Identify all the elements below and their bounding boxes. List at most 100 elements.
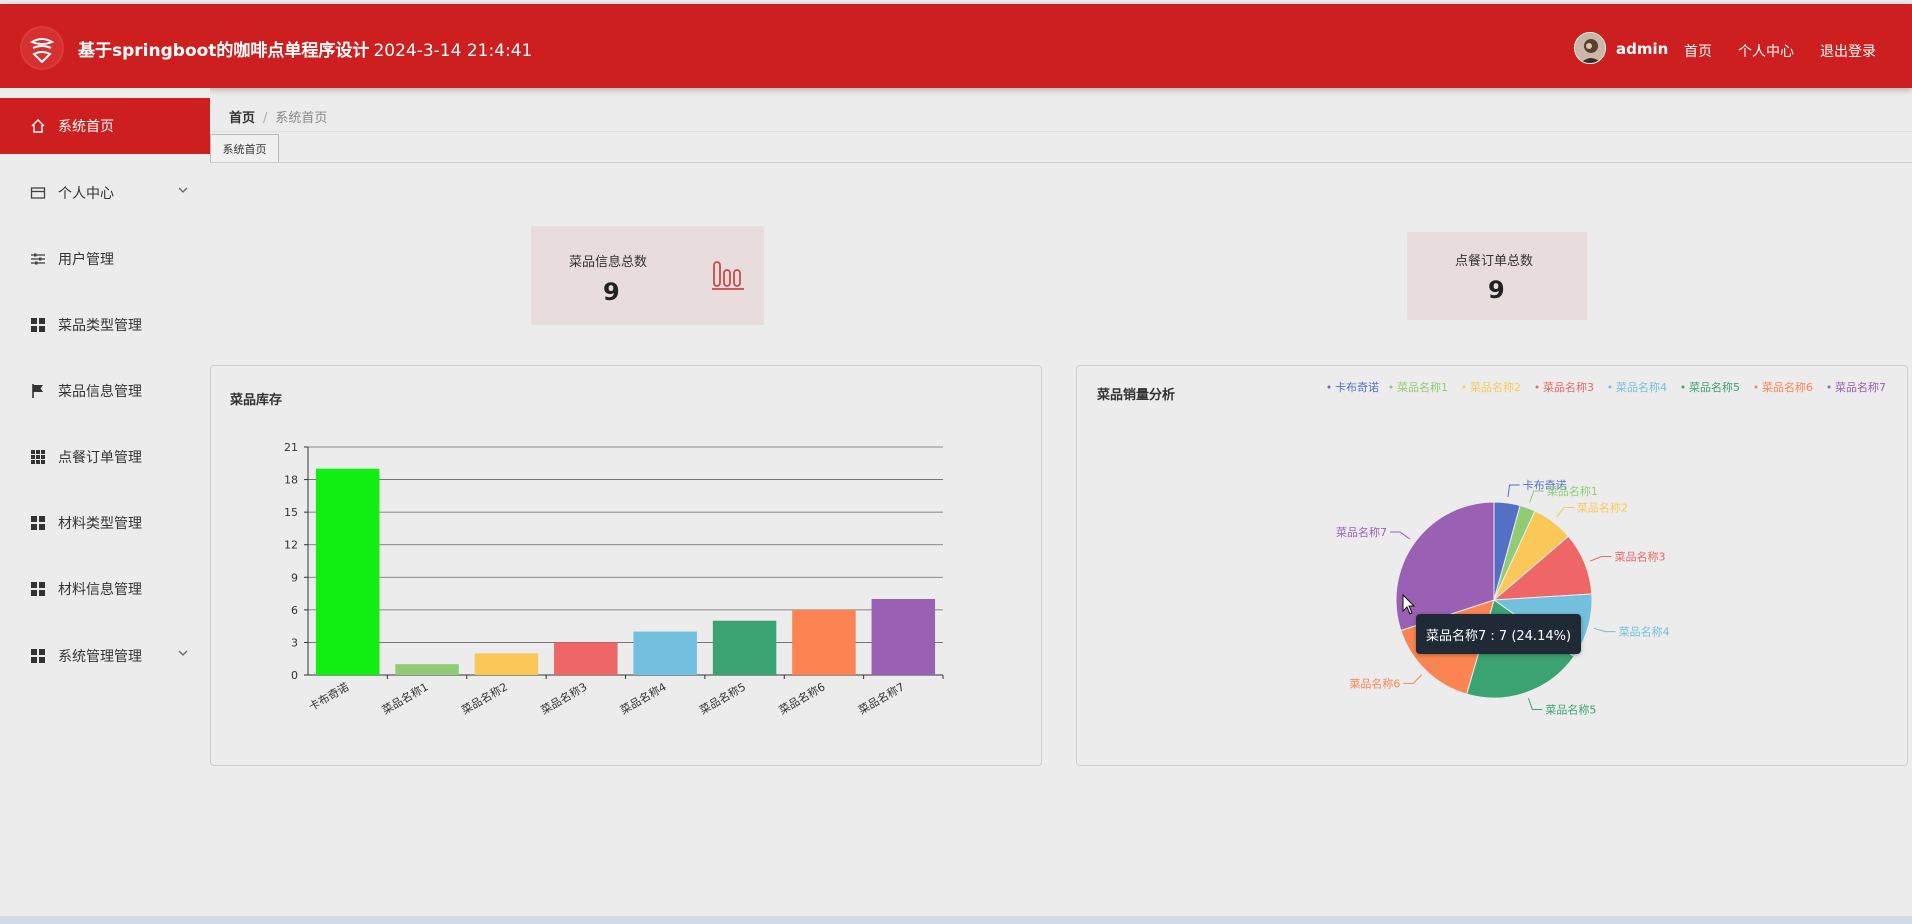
chart-title: 菜品销量分析 [1097, 388, 1176, 403]
home-icon [31, 119, 45, 133]
stat-value: 9 [603, 278, 620, 306]
x-tick-label: 菜品名称7 [856, 679, 907, 717]
slice-label: 菜品名称1 [1547, 484, 1598, 498]
bar[interactable] [315, 468, 380, 675]
sidebar-item-label: 个人中心 [58, 186, 114, 202]
sidebar-item-material-info[interactable]: 材料信息管理 [0, 561, 210, 617]
app-logo [20, 26, 64, 70]
slice-label: 菜品名称5 [1545, 702, 1596, 716]
stat-card-orders: 点餐订单总数 9 [1407, 232, 1587, 320]
legend-entry[interactable]: 菜品名称2 [1470, 380, 1521, 394]
sidebar-item-label: 系统首页 [58, 119, 114, 135]
sidebar-item-users[interactable]: 用户管理 [0, 231, 210, 287]
sidebar-item-profile[interactable]: 个人中心 [0, 165, 210, 221]
status-bar [0, 916, 1912, 924]
legend-entry[interactable]: 菜品名称6 [1762, 380, 1813, 394]
legend-entry[interactable]: 菜品名称5 [1689, 380, 1740, 394]
breadcrumb-separator: / [263, 111, 268, 126]
legend-dot [1827, 385, 1831, 389]
sidebar-item-dashboard[interactable]: 系统首页 [0, 98, 210, 154]
pie-slice[interactable] [1395, 501, 1495, 632]
bar[interactable] [554, 642, 618, 675]
y-tick-label: 18 [284, 474, 298, 487]
sidebar-item-label: 材料信息管理 [58, 582, 142, 598]
label-line [1529, 490, 1544, 503]
grid-icon [31, 318, 45, 332]
y-tick-label: 15 [284, 506, 298, 519]
slice-label: 菜品名称4 [1619, 625, 1670, 639]
stat-label: 菜品信息总数 [569, 255, 648, 270]
chart-tooltip: 菜品名称7 : 7 (24.14%) [1416, 614, 1582, 654]
label-line [1403, 674, 1423, 684]
bar[interactable] [712, 620, 777, 675]
nav-link-home[interactable]: 首页 [1684, 44, 1712, 60]
sidebar-item-system[interactable]: 系统管理管理 [0, 628, 210, 684]
sidebar-item-dish-types[interactable]: 菜品类型管理 [0, 297, 210, 353]
card-icon [30, 187, 46, 199]
label-line [1556, 506, 1574, 518]
chart-title: 菜品库存 [230, 393, 283, 408]
avatar[interactable] [1574, 32, 1606, 64]
sidebar-item-material-types[interactable]: 材料类型管理 [0, 495, 210, 551]
hand-cursor-icon [1402, 593, 1416, 615]
sidebar-item-orders[interactable]: 点餐订单管理 [0, 429, 210, 485]
flag-icon [32, 384, 43, 398]
legend-dot [1754, 385, 1758, 389]
user-avatar-icon [1575, 33, 1605, 63]
bar[interactable] [474, 653, 539, 675]
nav-link-profile[interactable]: 个人中心 [1738, 44, 1794, 60]
bar[interactable] [633, 631, 697, 675]
sidebar-item-label: 系统管理管理 [58, 649, 142, 665]
sidebar-item-label: 菜品类型管理 [58, 318, 142, 334]
label-line [1590, 556, 1612, 562]
panel-inventory: 菜品库存 0 3 6 9 12 15 18 21 卡布奇诺 菜品名称1 菜品名称2 菜品名称3 菜品名称… [210, 365, 1042, 766]
slice-label: 菜品名称3 [1615, 550, 1666, 564]
legend-entry[interactable]: 菜品名称7 [1835, 380, 1886, 394]
legend-entry[interactable]: 卡布奇诺 [1335, 381, 1379, 394]
app-title-text: 基于springboot的咖啡点单程序设计 [78, 41, 370, 61]
breadcrumb-home[interactable]: 首页 [229, 111, 256, 126]
label-line [1527, 697, 1543, 710]
y-tick-label: 21 [284, 441, 298, 454]
x-tick-label: 菜品名称1 [379, 679, 430, 717]
x-tick-label: 菜品名称2 [459, 679, 510, 717]
grid-icon [31, 649, 45, 663]
legend-dot [1327, 385, 1331, 389]
stat-label: 点餐订单总数 [1455, 254, 1534, 269]
sliders-icon [31, 253, 45, 265]
y-tick-label: 0 [291, 669, 298, 682]
panel-sales: 菜品销量分析 卡布奇诺 菜品名称1 菜品名称2 菜品名称3 菜品名称4 菜品名称5 菜品名称… [1076, 365, 1908, 766]
divider [210, 131, 1912, 132]
nav-link-logout[interactable]: 退出登录 [1820, 44, 1876, 60]
slice-label: 卡布奇诺 [1523, 479, 1567, 492]
x-tick-label: 菜品名称3 [538, 679, 589, 717]
sidebar-item-dish-info[interactable]: 菜品信息管理 [0, 363, 210, 419]
bar[interactable] [395, 664, 459, 675]
coffee-logo-icon [22, 28, 62, 68]
header-datetime: 2024-3-14 21:4:41 [373, 41, 533, 61]
legend-dot [1535, 385, 1539, 389]
bar-chart-icon [712, 261, 744, 290]
chevron-down-icon [178, 187, 188, 193]
slice-label: 菜品名称6 [1349, 676, 1400, 690]
grid-icon [31, 582, 45, 596]
x-tick-label: 菜品名称5 [697, 679, 748, 717]
tab-bar-divider [210, 162, 1912, 163]
legend-dot [1462, 385, 1466, 389]
legend-entry[interactable]: 菜品名称4 [1616, 380, 1667, 394]
legend-entry[interactable]: 菜品名称1 [1397, 380, 1448, 394]
bar[interactable] [792, 609, 856, 675]
sidebar-item-label: 菜品信息管理 [58, 384, 142, 400]
legend-entry[interactable]: 菜品名称3 [1543, 380, 1594, 394]
legend-dot [1681, 385, 1685, 389]
stat-value: 9 [1488, 276, 1505, 304]
slice-label: 菜品名称7 [1336, 525, 1387, 539]
top-header: 基于springboot的咖啡点单程序设计 2024-3-14 21:4:41 a… [0, 4, 1912, 88]
y-tick-label: 12 [284, 539, 298, 552]
bar-chart: 0 3 6 9 12 15 18 21 卡布奇诺 菜品名称1 菜品名称2 菜品名称3 菜品名称4 菜品名称… [284, 441, 944, 717]
label-line [1507, 484, 1520, 498]
tab-dashboard[interactable]: 系统首页 [210, 134, 279, 162]
bar[interactable] [871, 599, 936, 675]
x-tick-label: 卡布奇诺 [307, 680, 352, 713]
chevron-down-icon [178, 650, 188, 656]
